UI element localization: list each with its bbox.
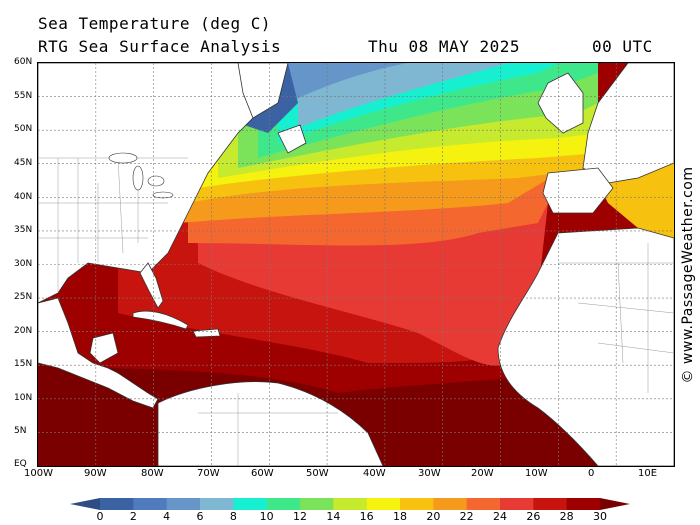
land-africa: [497, 227, 674, 466]
lat-label-35n: 35N: [14, 225, 33, 235]
legend-tick-label: 22: [459, 510, 474, 523]
legend-tick-label: 14: [326, 510, 341, 523]
great-lakes: [108, 152, 174, 199]
lat-label-20n: 20N: [14, 326, 33, 336]
land-cuba: [132, 310, 189, 330]
lon-label-0: 0: [588, 468, 595, 479]
lon-label-10w: 10W: [525, 468, 548, 479]
lon-label-40w: 40W: [363, 468, 386, 479]
legend-swatch: [533, 498, 568, 510]
lat-label-10n: 10N: [14, 393, 33, 403]
legend-tick-label: 26: [526, 510, 541, 523]
legend-tick-label: 2: [129, 510, 137, 523]
map-title: Sea Temperature (deg C): [38, 14, 272, 33]
sst-map: [37, 62, 675, 467]
legend-swatch: [266, 498, 301, 510]
lat-label-55n: 55N: [14, 91, 33, 101]
land-central-america: [38, 297, 159, 409]
land-newfoundland: [277, 124, 307, 154]
legend-swatch: [100, 498, 134, 510]
legend-swatch: [166, 498, 201, 510]
legend-swatch: [300, 498, 334, 510]
legend-swatch: [333, 498, 368, 510]
legend-swatch: [400, 498, 434, 510]
legend-swatch: [500, 498, 534, 510]
credit-text: © www.PassageWeather.com: [680, 166, 696, 384]
land-florida: [139, 262, 164, 309]
legend-swatch: [200, 498, 234, 510]
land-british-isles: [537, 72, 584, 134]
legend-tick-label: 6: [196, 510, 204, 523]
lon-label-60w: 60W: [251, 468, 274, 479]
legend-swatch: [133, 498, 168, 510]
sst-band-8: [298, 63, 508, 128]
lon-label-90w: 90W: [84, 468, 107, 479]
lat-label-5n: 5N: [14, 426, 27, 436]
legend-arrow-low: [70, 498, 100, 510]
legend-swatch: [433, 498, 468, 510]
legend-tick-label: 4: [163, 510, 171, 523]
lon-label-30w: 30W: [418, 468, 441, 479]
legend-tick-label: 18: [393, 510, 407, 523]
legend-tick-label: 10: [259, 510, 274, 523]
lat-label-40n: 40N: [14, 192, 33, 202]
lat-label-45n: 45N: [14, 158, 33, 168]
lat-label-60n: 60N: [14, 57, 33, 67]
valid-time: 00 UTC: [592, 37, 653, 56]
land-yucatan: [89, 332, 119, 364]
lon-label-80w: 80W: [141, 468, 164, 479]
valid-date: Thu 08 MAY 2025: [368, 37, 520, 56]
legend-tick-label: 8: [229, 510, 237, 523]
lon-label-10e: 10E: [638, 468, 658, 479]
lon-label-20w: 20W: [471, 468, 494, 479]
lat-label-50n: 50N: [14, 124, 33, 134]
legend-tick-label: 28: [559, 510, 574, 523]
legend-arrow-high: [600, 498, 630, 510]
credit: © www.PassageWeather.com: [677, 150, 699, 400]
lat-label-eq: EQ: [14, 459, 27, 469]
sst-band-6: [288, 63, 408, 103]
land-hispaniola: [192, 328, 221, 338]
legend-swatch: [366, 498, 401, 510]
legend-tick-label: 20: [426, 510, 441, 523]
legend-tick-label: 24: [493, 510, 507, 523]
land-iberia: [542, 167, 614, 214]
legend-swatch: [566, 498, 601, 510]
legend-swatch: [466, 498, 501, 510]
legend-tick-label: 30: [593, 510, 607, 523]
lat-label-30n: 30N: [14, 259, 33, 269]
legend-tick-label: 12: [293, 510, 307, 523]
lat-label-25n: 25N: [14, 292, 33, 302]
lon-label-50w: 50W: [306, 468, 329, 479]
land-south-america: [157, 381, 384, 466]
graticule: [38, 63, 674, 466]
color-legend: [70, 498, 630, 510]
lon-label-100w: 100W: [24, 468, 53, 479]
lat-label-15n: 15N: [14, 359, 33, 369]
legend-tick-label: 0: [96, 510, 104, 523]
legend-tick-label: 16: [359, 510, 374, 523]
lon-label-70w: 70W: [197, 468, 220, 479]
sst-map-canvas: [38, 63, 674, 466]
land-labrador: [237, 63, 289, 119]
legend-swatch: [233, 498, 268, 510]
map-subtitle: RTG Sea Surface Analysis: [38, 37, 282, 56]
